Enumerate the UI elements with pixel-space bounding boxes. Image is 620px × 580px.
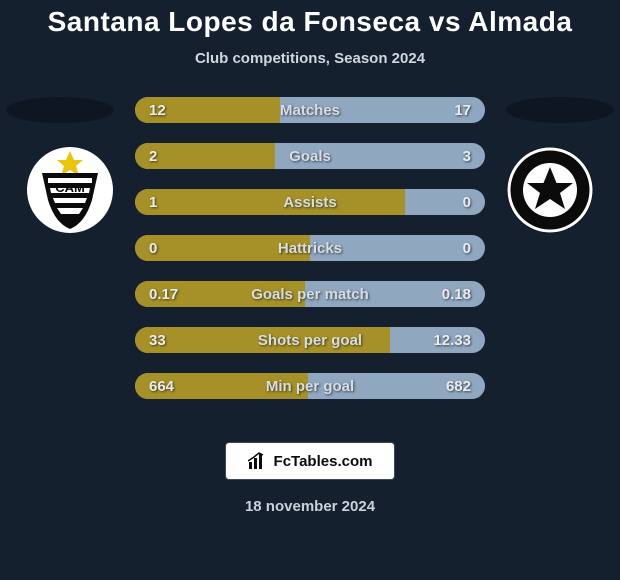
date-text: 18 november 2024 bbox=[0, 498, 620, 515]
left-shadow-ellipse bbox=[6, 97, 114, 123]
stat-row: Matches12 17 bbox=[135, 97, 485, 123]
page-title: Santana Lopes da Fonseca vs Almada bbox=[0, 0, 620, 38]
stat-row: Assists1 0 bbox=[135, 189, 485, 215]
stat-value-right: 17 bbox=[454, 97, 471, 123]
subtitle: Club competitions, Season 2024 bbox=[0, 50, 620, 67]
stat-label: Matches bbox=[135, 97, 485, 123]
comparison-infographic: Santana Lopes da Fonseca vs Almada Club … bbox=[0, 0, 620, 580]
stat-value-right: 3 bbox=[463, 143, 471, 169]
stat-row: Goals per match0.17 0.18 bbox=[135, 281, 485, 307]
bar-chart-icon bbox=[248, 452, 268, 470]
stat-row: Goals2 3 bbox=[135, 143, 485, 169]
stat-bars: Matches1217Goals23Assists10Hattricks00Go… bbox=[135, 97, 485, 419]
source-badge-text: FcTables.com bbox=[274, 453, 373, 470]
stat-value-right: 682 bbox=[446, 373, 471, 399]
stat-label: Min per goal bbox=[135, 373, 485, 399]
right-shadow-ellipse bbox=[506, 97, 614, 123]
left-club-crest: CAM bbox=[25, 145, 115, 235]
stat-value-left: 1 bbox=[149, 189, 157, 215]
stat-value-left: 2 bbox=[149, 143, 157, 169]
stat-value-right: 0.18 bbox=[442, 281, 471, 307]
stat-label: Goals per match bbox=[135, 281, 485, 307]
stat-value-left: 0 bbox=[149, 235, 157, 261]
stat-value-left: 33 bbox=[149, 327, 166, 353]
stat-label: Goals bbox=[135, 143, 485, 169]
stat-row: Hattricks0 0 bbox=[135, 235, 485, 261]
content-area: CAM Matches1217Goals23Assists10Hattricks… bbox=[0, 97, 620, 417]
stat-row: Shots per goal3312.33 bbox=[135, 327, 485, 353]
stat-value-right: 12.33 bbox=[433, 327, 471, 353]
stat-label: Hattricks bbox=[135, 235, 485, 261]
botafogo-icon bbox=[505, 145, 595, 235]
svg-text:CAM: CAM bbox=[55, 180, 85, 195]
right-club-crest bbox=[505, 145, 595, 235]
source-badge: FcTables.com bbox=[225, 442, 395, 480]
stat-value-left: 0.17 bbox=[149, 281, 178, 307]
stat-label: Assists bbox=[135, 189, 485, 215]
stat-value-left: 664 bbox=[149, 373, 174, 399]
stat-value-left: 12 bbox=[149, 97, 166, 123]
stat-value-right: 0 bbox=[463, 189, 471, 215]
stat-value-right: 0 bbox=[463, 235, 471, 261]
stat-row: Min per goal664 682 bbox=[135, 373, 485, 399]
atletico-mineiro-icon: CAM bbox=[25, 145, 115, 235]
